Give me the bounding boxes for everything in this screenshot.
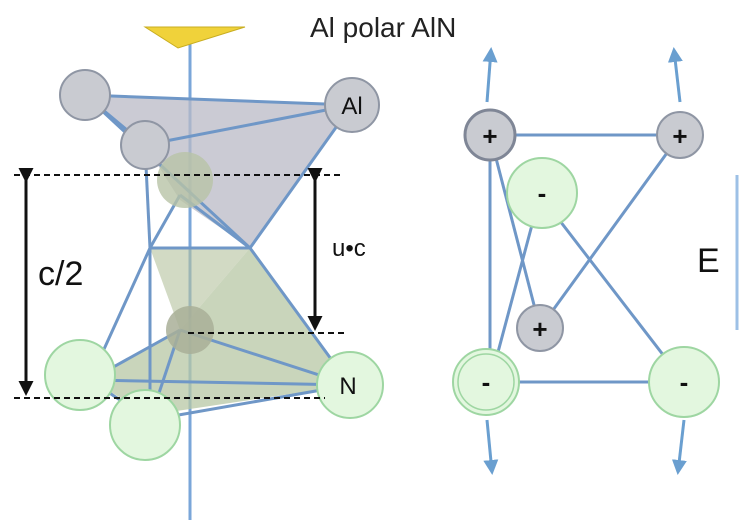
c-half-label: c/2 xyxy=(38,255,83,293)
negative-charge xyxy=(452,348,520,416)
inner-n-atom xyxy=(157,152,213,208)
wurtzite-structure: Al N c/2 u•c xyxy=(14,26,384,520)
uc-label: u•c xyxy=(332,235,366,262)
positive-charge-label: + xyxy=(672,121,687,151)
al-label: Al xyxy=(341,93,362,120)
n-atom xyxy=(109,389,181,461)
al-atom xyxy=(324,77,380,133)
positive-charge xyxy=(656,111,704,159)
polarization-diagram: E + + + - - - xyxy=(452,47,739,475)
n-label: N xyxy=(339,373,356,400)
negative-charge xyxy=(506,157,578,229)
n-atom xyxy=(44,339,116,411)
positive-charge-label: + xyxy=(482,121,497,151)
positive-charge xyxy=(463,108,517,162)
positive-charge-label: + xyxy=(532,314,547,344)
strain-arrows xyxy=(482,47,687,475)
field-label: E xyxy=(697,242,720,280)
al-atom xyxy=(59,69,111,121)
negative-charge xyxy=(648,346,720,418)
negative-charge-label: - xyxy=(538,178,547,208)
al-atom xyxy=(120,120,170,170)
n-tetrahedron xyxy=(90,248,350,415)
negative-charge-label: - xyxy=(680,367,689,397)
n-atom xyxy=(316,351,384,419)
diagram-title: Al polar AlN xyxy=(310,12,456,43)
dashed-reference-lines xyxy=(14,174,348,399)
negative-charge-label: - xyxy=(482,367,491,397)
inner-al-atom xyxy=(166,306,214,354)
positive-charge xyxy=(516,304,564,352)
polarity-marker-icon xyxy=(143,26,246,49)
